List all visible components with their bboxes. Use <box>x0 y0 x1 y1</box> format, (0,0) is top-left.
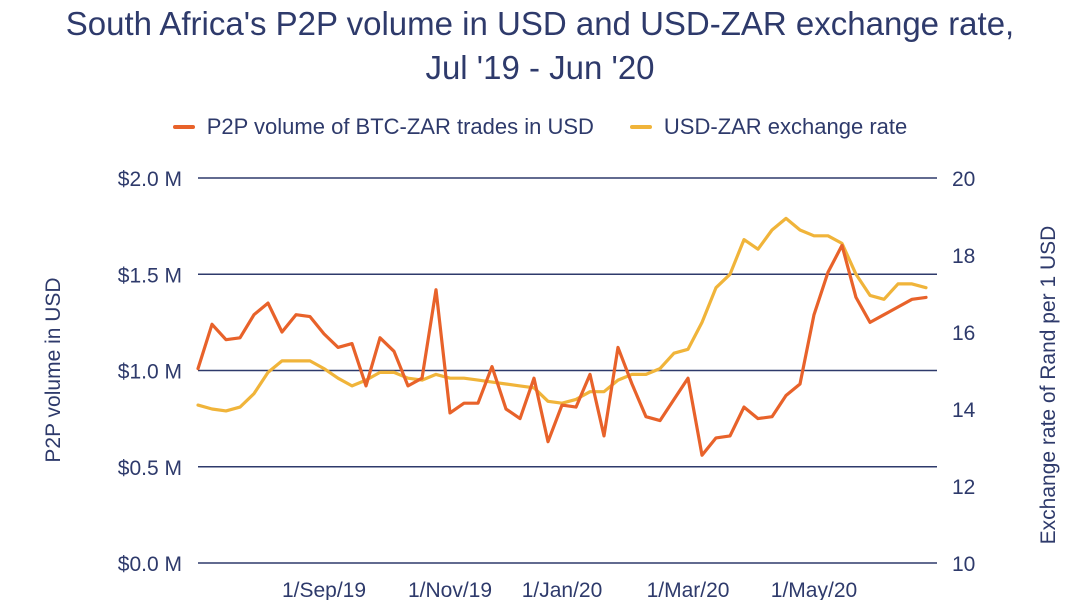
x-tick-label: 1/Nov/19 <box>408 579 492 600</box>
legend-label-exchange-rate: USD-ZAR exchange rate <box>663 114 908 139</box>
right-tick-label: 12 <box>952 476 975 499</box>
x-tick-label: 1/Jan/20 <box>522 579 603 600</box>
x-tick-label: 1/May/20 <box>771 579 857 600</box>
chart-title: South Africa's P2P volume in USD and USD… <box>0 2 1080 90</box>
right-tick-label: 14 <box>952 399 976 422</box>
legend-item-exchange-rate: USD-ZAR exchange rate <box>629 114 908 140</box>
left-tick-label: $0.5 M <box>118 457 182 480</box>
left-tick-label: $0.0 M <box>118 553 182 576</box>
legend-swatch-p2p-volume <box>172 125 195 129</box>
right-tick-label: 10 <box>952 553 975 576</box>
left-tick-label: $2.0 M <box>118 168 182 191</box>
chart-subtitle: Jul '19 - Jun '20 <box>425 49 655 86</box>
left-tick-label: $1.0 M <box>118 361 182 384</box>
series-line-p2p-volume <box>196 243 928 457</box>
right-tick-label: 18 <box>952 245 975 268</box>
left-tick-label: $1.5 M <box>118 264 182 287</box>
y-axis-right-label: Exchange rate of Rand per 1 USD <box>1037 226 1060 545</box>
legend: P2P volume of BTC-ZAR trades in USD USD-… <box>0 110 1080 144</box>
chart-title-line-1: South Africa's P2P volume in USD and USD… <box>65 5 1015 42</box>
right-tick-label: 20 <box>952 168 975 191</box>
legend-label-p2p-volume: P2P volume of BTC-ZAR trades in USD <box>206 114 594 139</box>
legend-swatch-exchange-rate <box>629 125 652 129</box>
x-tick-label: 1/Sep/19 <box>282 579 366 600</box>
x-tick-label: 1/Mar/20 <box>647 579 730 600</box>
y-axis-left-label: P2P volume in USD <box>42 277 65 462</box>
right-tick-label: 16 <box>952 322 975 345</box>
series-line-exchange-rate <box>196 216 928 413</box>
legend-item-p2p-volume: P2P volume of BTC-ZAR trades in USD <box>172 114 594 140</box>
